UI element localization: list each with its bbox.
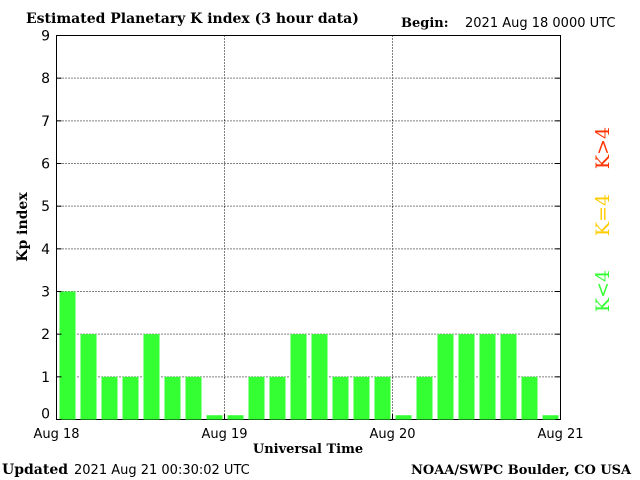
kp-bar: [332, 376, 349, 420]
kp-bar: [500, 334, 517, 420]
source-credit: NOAA/SWPC Boulder, CO USA: [411, 463, 632, 478]
legend: K>4 K=4 K<4: [592, 127, 614, 312]
y-tick-label: 5: [41, 199, 50, 215]
plot-area: [56, 35, 561, 420]
y-tick-label: 6: [41, 157, 50, 173]
x-axis-ticks: Aug 18 Aug 19 Aug 20 Aug 21: [33, 414, 584, 442]
kp-bar: [311, 334, 328, 420]
kp-bar: [395, 415, 412, 420]
kp-bar: [143, 334, 160, 420]
kp-bar: [59, 291, 76, 420]
y-tick-label: 3: [41, 285, 50, 301]
kp-bar: [227, 415, 244, 420]
kp-bar: [80, 334, 97, 420]
x-tick-label: Aug 21: [537, 427, 583, 442]
x-tick-label: Aug 19: [201, 427, 247, 442]
kp-bar: [206, 415, 223, 420]
kp-bar: [374, 376, 391, 420]
x-axis-title: Universal Time: [253, 442, 363, 457]
kp-bar: [290, 334, 307, 420]
x-tick-label: Aug 18: [33, 427, 79, 442]
kp-bar: [269, 376, 286, 420]
y-tick-label: 0: [41, 407, 50, 423]
begin-label: Begin:: [401, 16, 449, 31]
legend-item: K>4: [592, 127, 614, 169]
y-tick-label: 8: [41, 71, 50, 87]
x-tick-label: Aug 20: [369, 427, 415, 442]
kp-bar: [479, 334, 496, 420]
kp-bar: [353, 376, 370, 420]
y-tick-label: 4: [41, 242, 50, 258]
chart-title: Estimated Planetary K index (3 hour data…: [26, 11, 359, 27]
y-tick-label: 2: [41, 327, 50, 343]
kp-bar: [521, 376, 538, 420]
kp-bar: [542, 415, 559, 420]
y-tick-label: 1: [41, 370, 50, 386]
begin-value: 2021 Aug 18 0000 UTC: [465, 16, 615, 31]
legend-item: K<4: [592, 270, 614, 312]
kp-bar: [437, 334, 454, 420]
kp-bar: [416, 376, 433, 420]
y-tick-label: 9: [41, 29, 50, 45]
kp-bar: [122, 376, 139, 420]
kp-bar: [164, 376, 181, 420]
y-axis-title: Kp index: [15, 192, 31, 262]
kp-bar: [101, 376, 118, 420]
kp-bar: [458, 334, 475, 420]
bars-group: [59, 291, 559, 420]
updated-label: Updated: [2, 462, 68, 478]
grid-lines: [56, 35, 561, 420]
kp-bar: [185, 376, 202, 420]
y-tick-label: 7: [41, 114, 50, 130]
updated-value: 2021 Aug 21 00:30:02 UTC: [74, 463, 250, 478]
kp-bar: [248, 376, 265, 420]
y-axis-ticks: 0 1 2 3 4 5 6 7 8 9: [41, 29, 561, 423]
legend-item: K=4: [592, 194, 614, 236]
